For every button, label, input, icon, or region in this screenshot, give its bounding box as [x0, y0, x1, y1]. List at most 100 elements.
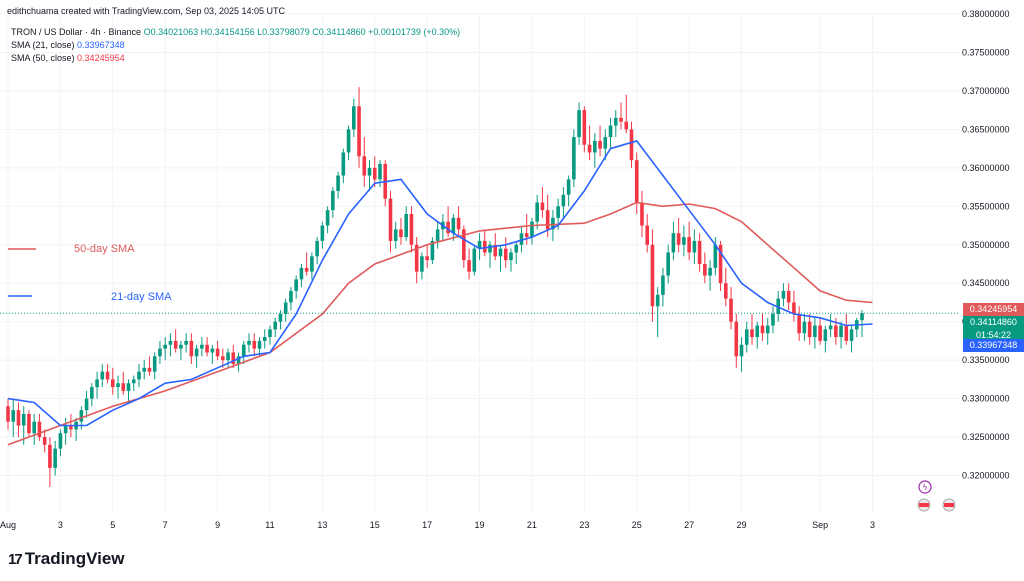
candle-body — [860, 313, 864, 321]
candle-body — [839, 325, 843, 338]
candle-body — [561, 194, 566, 207]
candle-body — [467, 260, 471, 272]
candle — [593, 133, 597, 168]
x-tick-label: 5 — [110, 520, 115, 530]
candle — [781, 283, 786, 307]
candle — [849, 325, 854, 353]
x-tick-label: Sep — [812, 520, 828, 530]
candle-body — [79, 410, 84, 422]
candle — [629, 121, 634, 168]
candle — [226, 348, 230, 368]
candle-body — [310, 256, 314, 272]
candle-body — [593, 140, 597, 153]
candle — [456, 206, 461, 238]
candle-body — [372, 167, 377, 180]
candle-body — [247, 340, 251, 345]
x-axis-labels: Aug 3 5 7 9 11 13 15 17 19 21 23 25 27 29 Sep 3 — [0, 520, 875, 530]
y-tick-label: 0.33500000 — [962, 355, 1010, 365]
candle-body — [352, 106, 356, 130]
x-tick-label: 25 — [632, 520, 642, 530]
candle-body — [262, 337, 267, 341]
candle — [551, 210, 555, 241]
candle — [477, 233, 482, 261]
candle-body — [781, 290, 786, 299]
candle-body — [399, 229, 403, 238]
candle-body — [289, 290, 293, 303]
candle-body — [299, 267, 304, 280]
candle — [189, 333, 194, 364]
candle-body — [362, 156, 367, 176]
candle — [692, 229, 697, 264]
candle — [346, 125, 351, 161]
candle-body — [472, 248, 477, 272]
candle-body — [268, 329, 272, 338]
candle-body — [446, 221, 450, 234]
candle — [765, 317, 770, 345]
candle — [331, 187, 335, 218]
candle-body — [325, 210, 330, 226]
candle — [168, 333, 173, 357]
candle-body — [273, 321, 278, 330]
candle — [37, 414, 42, 441]
candle-body — [357, 106, 361, 157]
candle — [844, 314, 849, 345]
sma50-legend-label: SMA (50, close) — [11, 53, 75, 63]
candle — [184, 333, 188, 353]
candle-body — [750, 329, 754, 338]
candle — [498, 244, 503, 272]
candle — [27, 410, 31, 438]
candle-body — [142, 367, 147, 372]
candle — [797, 306, 801, 341]
candle — [32, 414, 36, 445]
candle-body — [629, 129, 634, 161]
candle — [315, 237, 319, 264]
candle — [409, 206, 414, 253]
candle — [713, 237, 718, 276]
candle — [640, 190, 644, 238]
sma21-legend[interactable]: SMA (21, close) 0.33967348 — [11, 40, 125, 50]
candle-body — [404, 214, 408, 238]
candle — [53, 440, 57, 476]
candle — [818, 317, 822, 345]
candle — [839, 321, 843, 349]
candle-body — [6, 406, 10, 422]
candle-body — [645, 225, 650, 245]
candle — [430, 237, 435, 264]
candle — [634, 152, 639, 214]
candle — [205, 337, 209, 357]
candle-body — [661, 275, 665, 295]
candle — [420, 252, 424, 280]
candle-body — [393, 229, 398, 241]
candle — [278, 310, 283, 330]
candle — [786, 283, 791, 311]
y-axis-labels: 0.38000000 0.37500000 0.37000000 0.36500000… — [962, 9, 1010, 481]
tradingview-logo[interactable]: 17 TradingView — [8, 549, 125, 569]
candle — [613, 110, 618, 138]
candle — [121, 371, 126, 395]
candle-body — [126, 383, 131, 391]
candle — [336, 171, 340, 199]
candle — [734, 314, 739, 368]
candle-body — [572, 137, 576, 180]
candle — [435, 221, 440, 249]
tradingview-logo-icon: 17 — [8, 550, 23, 568]
y-tick-label: 0.36500000 — [962, 124, 1010, 134]
candle-body — [210, 348, 215, 353]
sma50-legend[interactable]: SMA (50, close) 0.34245954 — [11, 53, 125, 63]
candle — [577, 102, 581, 145]
sma21-legend-value: 0.33967348 — [77, 40, 125, 50]
candle — [194, 344, 199, 368]
candle — [744, 321, 749, 353]
candle-body — [734, 321, 739, 357]
candle — [535, 194, 539, 230]
candle-body — [378, 164, 382, 180]
candle — [116, 375, 120, 399]
x-tick-label: 7 — [163, 520, 168, 530]
candle-body — [828, 325, 833, 330]
candle-body — [603, 137, 608, 149]
candle — [179, 340, 183, 361]
candle — [273, 317, 278, 338]
candle-body — [682, 237, 686, 245]
candle — [650, 229, 655, 322]
